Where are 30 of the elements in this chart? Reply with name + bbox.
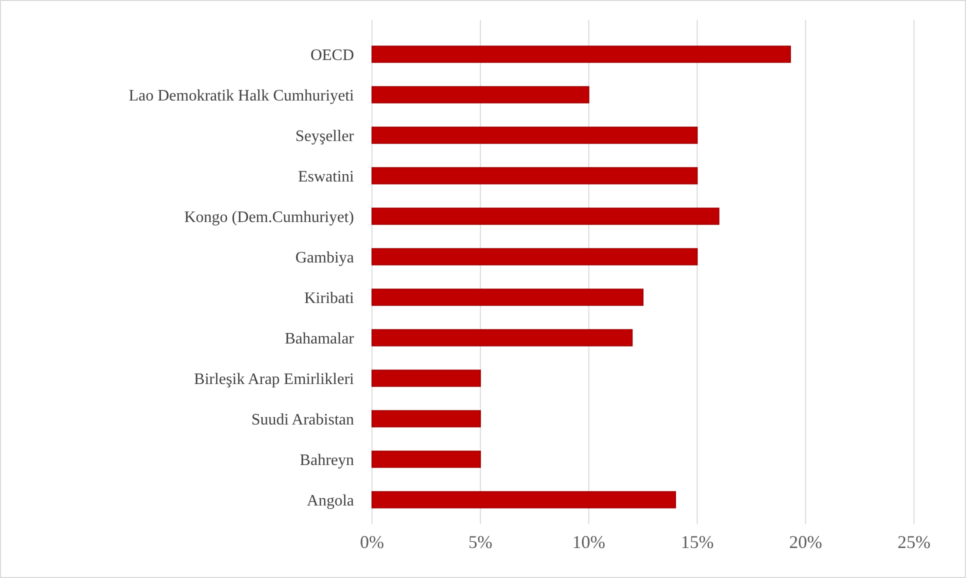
y-tick-label: Bahreyn <box>300 452 354 469</box>
bar <box>372 126 698 144</box>
x-tick-label: 10% <box>572 532 606 552</box>
y-tick-label: Kongo (Dem.Cumhuriyet) <box>184 208 354 226</box>
y-tick-label: Eswatini <box>298 168 355 186</box>
bar <box>372 410 481 428</box>
y-tick-label: Suudi Arabistan <box>251 411 354 428</box>
x-tick-label: 5% <box>468 532 492 552</box>
bar <box>372 86 590 104</box>
y-tick-label: OECD <box>310 46 354 64</box>
x-tick-label: 15% <box>680 532 714 552</box>
y-tick-label: Angola <box>306 492 354 510</box>
y-tick-label: Seyşeller <box>295 128 355 145</box>
bar <box>372 288 644 306</box>
y-tick-label: Kiribati <box>304 290 355 307</box>
bar <box>372 167 698 184</box>
bar <box>372 370 481 387</box>
y-tick-label: Gambiya <box>295 249 354 266</box>
bar <box>372 208 720 225</box>
bar <box>372 248 698 266</box>
y-tick-label: Birleşik Arap Emirlikleri <box>194 370 355 388</box>
x-tick-label: 20% <box>789 532 822 552</box>
bar <box>372 329 633 346</box>
y-tick-label: Bahamalar <box>284 330 355 348</box>
x-tick-label: 25% <box>898 532 930 552</box>
bar <box>372 450 481 468</box>
bar <box>372 46 791 63</box>
y-tick-label: Lao Demokratik Halk Cumhuriyeti <box>128 87 355 104</box>
bar <box>372 491 676 508</box>
x-tick-label: 0% <box>360 532 384 552</box>
